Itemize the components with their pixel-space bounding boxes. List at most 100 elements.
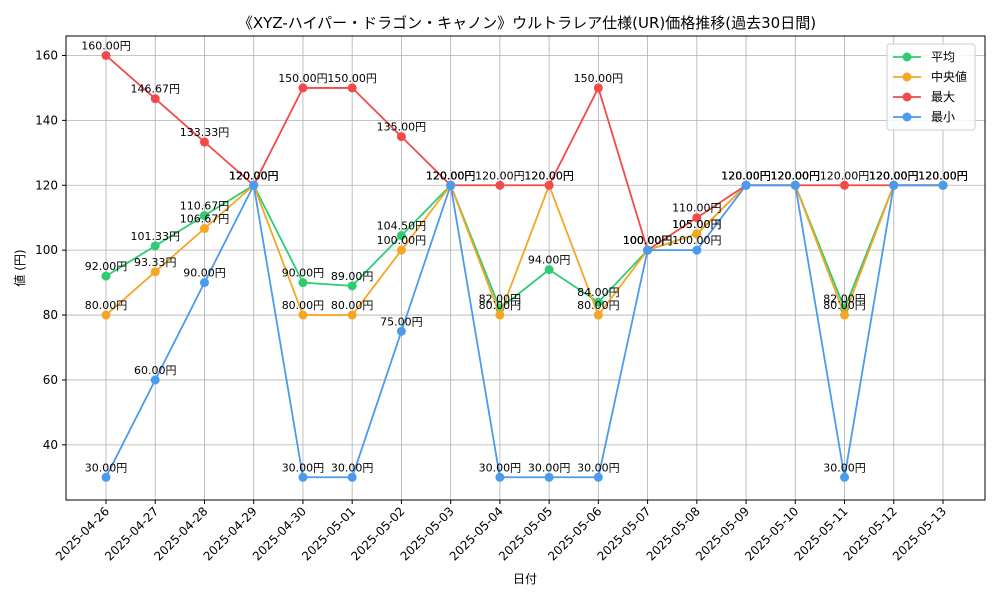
data-point [199, 224, 209, 234]
data-label: 105.00円 [672, 218, 722, 231]
data-label: 120.00円 [771, 169, 821, 182]
data-point [101, 271, 111, 281]
y-ticks: 40 60 80 100 120 140 160 [35, 48, 66, 452]
data-label: 104.50円 [377, 220, 427, 233]
data-label: 82.00円 [823, 293, 866, 306]
data-label: 92.00円 [85, 260, 128, 273]
data-label: 100.00円 [623, 234, 673, 247]
legend-box [886, 43, 976, 131]
x-ticks: 2025-04-262025-04-272025-04-282025-04-29… [53, 500, 949, 563]
data-label: 150.00円 [278, 72, 328, 85]
data-label: 30.00円 [479, 461, 522, 474]
data-label: 120.00円 [229, 169, 279, 182]
data-label: 120.00円 [721, 169, 771, 182]
legend-label: 中央値 [931, 69, 967, 84]
legend-label: 平均 [931, 50, 955, 64]
y-tick-label: 120 [35, 178, 58, 192]
data-point [396, 132, 406, 142]
data-label: 110.67円 [180, 200, 230, 213]
data-label: 120.00円 [869, 169, 919, 182]
data-label: 80.00円 [85, 299, 128, 312]
data-point [199, 278, 209, 288]
legend-swatch-marker [902, 52, 912, 62]
data-label: 120.00円 [918, 169, 968, 182]
data-label: 120.00円 [721, 169, 771, 182]
data-point [544, 180, 554, 190]
data-label: 80.00円 [282, 299, 325, 312]
data-point [249, 180, 259, 190]
data-point [347, 281, 357, 291]
data-point [741, 180, 751, 190]
data-point [199, 211, 209, 221]
data-point [396, 245, 406, 255]
data-label: 30.00円 [282, 461, 325, 474]
data-label: 100.00円 [623, 234, 673, 247]
data-label: 120.00円 [918, 169, 968, 182]
data-label: 120.00円 [475, 169, 525, 182]
series-3 [101, 180, 948, 482]
data-label: 120.00円 [771, 169, 821, 182]
y-tick-label: 160 [35, 48, 58, 62]
axes [65, 35, 986, 501]
data-label: 30.00円 [823, 461, 866, 474]
data-point [544, 472, 554, 482]
data-point [446, 180, 456, 190]
data-label: 120.00円 [229, 169, 279, 182]
data-point [396, 326, 406, 336]
data-label: 120.00円 [426, 169, 476, 182]
data-label: 101.33円 [130, 230, 180, 243]
chart-title: 《XYZ-ハイパー・ドラゴン・キャノン》ウルトラレア仕様(UR)価格推移(過去3… [238, 14, 816, 32]
data-label: 135.00円 [377, 121, 427, 134]
data-point [347, 472, 357, 482]
data-label: 150.00円 [327, 72, 377, 85]
data-label: 120.00円 [721, 169, 771, 182]
data-label: 30.00円 [528, 461, 571, 474]
data-point [593, 297, 603, 307]
plot-frame [65, 35, 986, 501]
data-label: 30.00円 [577, 461, 620, 474]
data-point [938, 180, 948, 190]
data-point [593, 472, 603, 482]
data-label: 100.00円 [623, 234, 673, 247]
data-label: 80.00円 [331, 299, 374, 312]
data-label: 120.00円 [426, 169, 476, 182]
legend-swatch-marker [902, 72, 912, 82]
data-point [199, 137, 209, 147]
data-label: 100.00円 [623, 234, 673, 247]
data-point [298, 278, 308, 288]
data-label: 106.67円 [180, 213, 230, 226]
data-point [298, 83, 308, 93]
data-label: 80.00円 [479, 299, 522, 312]
data-point [889, 180, 899, 190]
data-label: 120.00円 [869, 169, 919, 182]
data-label: 90.00円 [183, 267, 226, 280]
data-label: 93.33円 [134, 256, 177, 269]
data-label: 146.67円 [130, 83, 180, 96]
y-tick-label: 100 [35, 243, 58, 257]
data-point [101, 310, 111, 320]
y-tick-label: 140 [35, 113, 58, 127]
data-point [150, 267, 160, 277]
data-label: 82.00円 [479, 293, 522, 306]
data-label: 160.00円 [81, 39, 131, 52]
data-label: 120.00円 [229, 169, 279, 182]
data-label: 120.00円 [771, 169, 821, 182]
data-label: 100.00円 [377, 234, 427, 247]
data-point [495, 310, 505, 320]
data-label: 75.00円 [380, 315, 423, 328]
data-point [150, 375, 160, 385]
y-tick-label: 40 [43, 438, 58, 452]
data-point [840, 180, 850, 190]
series-line [105, 184, 943, 479]
x-axis-label: 日付 [513, 572, 537, 586]
data-label: 30.00円 [85, 461, 128, 474]
data-label: 133.33円 [180, 126, 230, 139]
data-label: 30.00円 [331, 461, 374, 474]
data-label: 60.00円 [134, 364, 177, 377]
data-label: 120.00円 [918, 169, 968, 182]
series-line [105, 184, 943, 316]
data-point [150, 241, 160, 251]
